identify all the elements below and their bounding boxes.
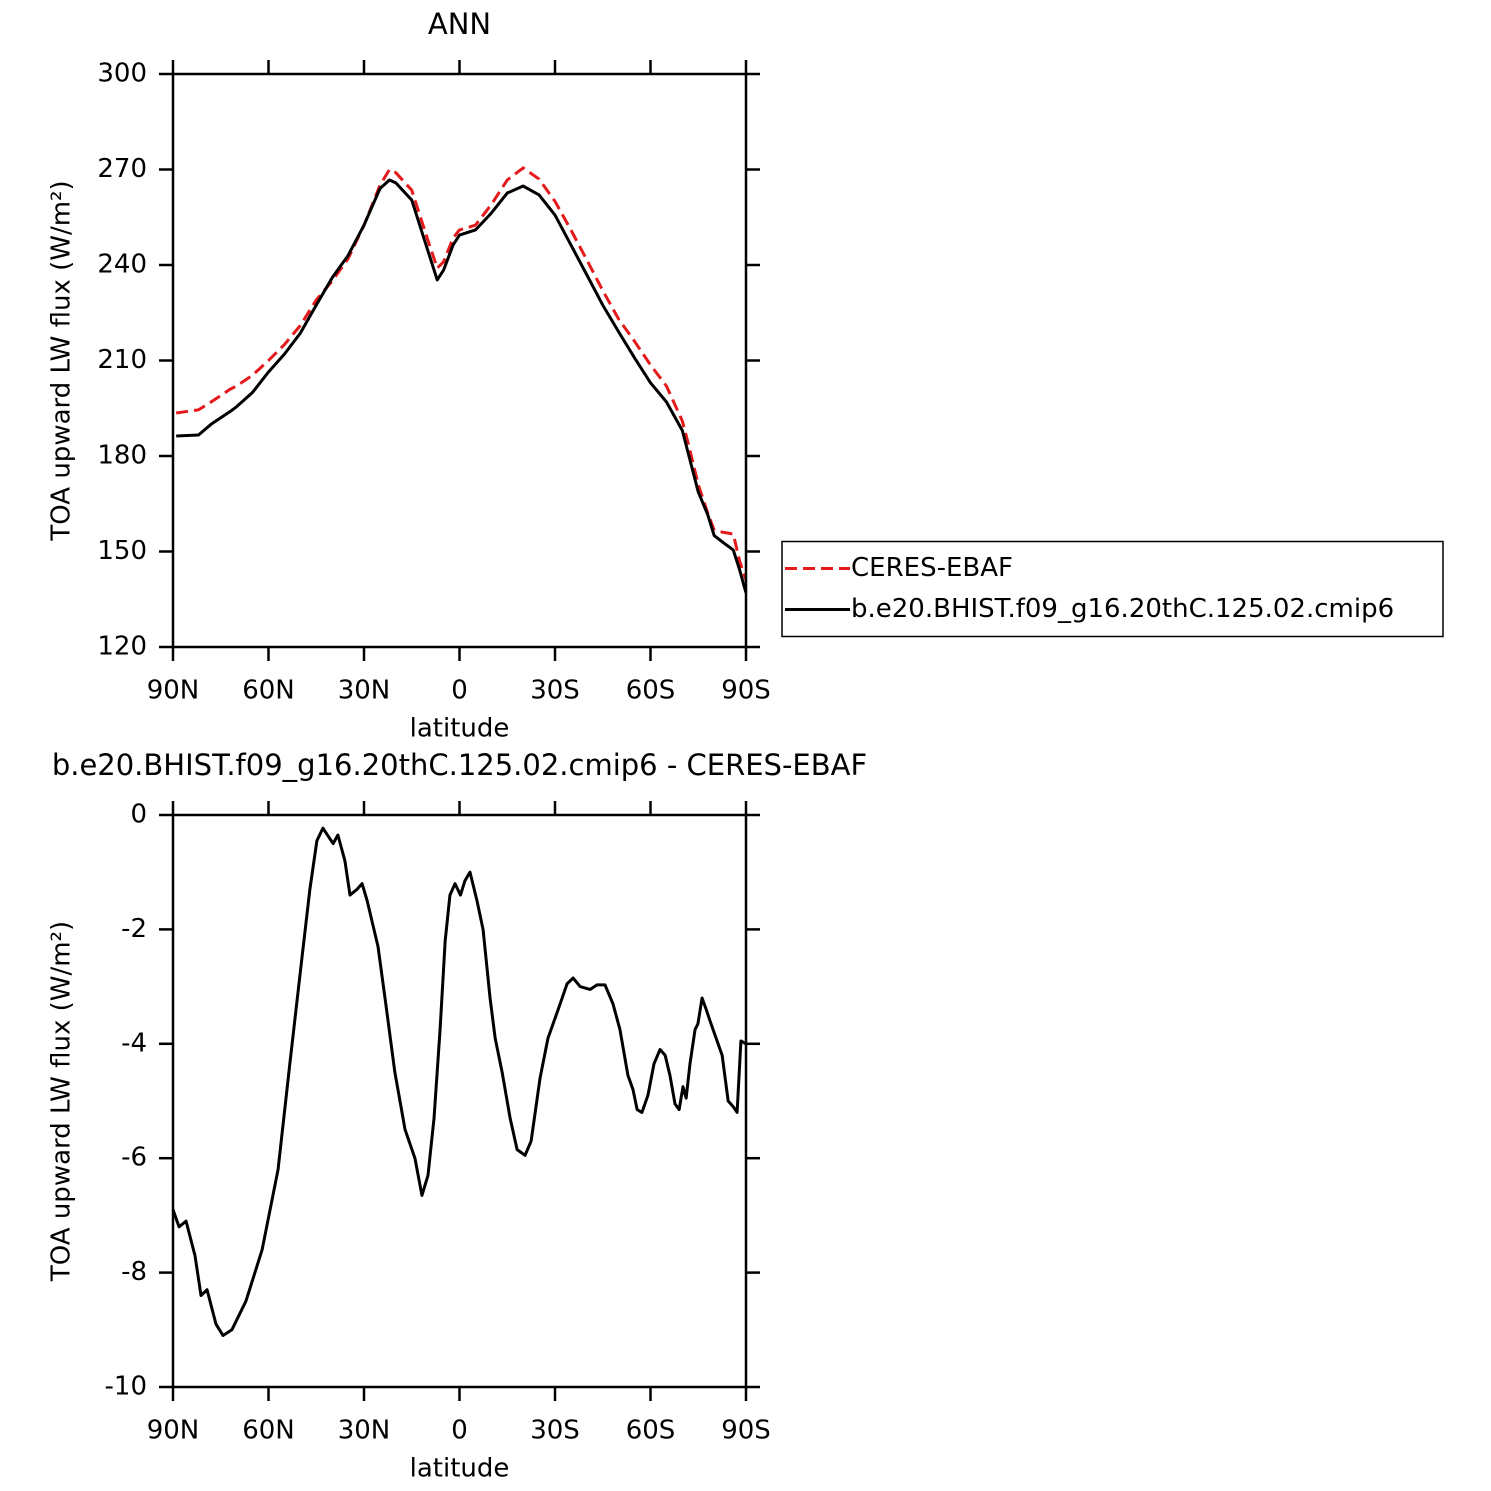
legend-box	[781, 540, 1444, 638]
x-tick-label: 90S	[721, 676, 771, 706]
x-tick-label: 90N	[147, 676, 200, 706]
x-axis-label: latitude	[410, 1454, 510, 1484]
y-tick-label: -8	[121, 1257, 147, 1287]
x-tick-label: 60N	[242, 1416, 295, 1446]
x-tick-label: 0	[451, 676, 468, 706]
x-tick-label: 60N	[242, 676, 295, 706]
y-tick-label: 240	[97, 250, 147, 280]
y-tick-label: 150	[97, 536, 147, 566]
y-tick-label: 210	[97, 345, 147, 375]
y-tick-label: -6	[121, 1143, 147, 1173]
legend-label: b.e20.BHIST.f09_g16.20thC.125.02.cmip6	[851, 594, 1394, 624]
y-tick-label: 300	[97, 59, 147, 89]
x-tick-label: 90S	[721, 1416, 771, 1446]
data-line	[175, 166, 748, 581]
x-tick-label: 30S	[530, 676, 580, 706]
x-tick-label: 60S	[626, 1416, 676, 1446]
y-tick-label: -4	[121, 1028, 147, 1058]
x-tick-label: 30S	[530, 1416, 580, 1446]
y-tick-label: -2	[121, 914, 147, 944]
chart-title: b.e20.BHIST.f09_g16.20thC.125.02.cmip6 -…	[52, 748, 867, 782]
data-line	[171, 826, 747, 1338]
y-tick-label: 0	[130, 800, 147, 830]
x-tick-label: 0	[451, 1416, 468, 1446]
plot-frame	[171, 72, 748, 649]
y-tick-label: 180	[97, 441, 147, 471]
data-line	[176, 178, 748, 594]
chart-title: ANN	[428, 7, 491, 41]
y-axis-label: TOA upward LW flux (W/m²)	[47, 180, 77, 541]
legend-label: CERES-EBAF	[851, 553, 1013, 583]
x-tick-label: 30N	[338, 1416, 391, 1446]
y-tick-label: 270	[97, 154, 147, 184]
x-tick-label: 30N	[338, 676, 391, 706]
y-tick-label: -10	[105, 1372, 147, 1402]
x-tick-label: 60S	[626, 676, 676, 706]
x-axis-label: latitude	[410, 714, 510, 744]
y-axis-label: TOA upward LW flux (W/m²)	[47, 921, 77, 1282]
plot-frame	[171, 813, 748, 1389]
x-tick-label: 90N	[147, 1416, 200, 1446]
y-tick-label: 120	[97, 632, 147, 662]
